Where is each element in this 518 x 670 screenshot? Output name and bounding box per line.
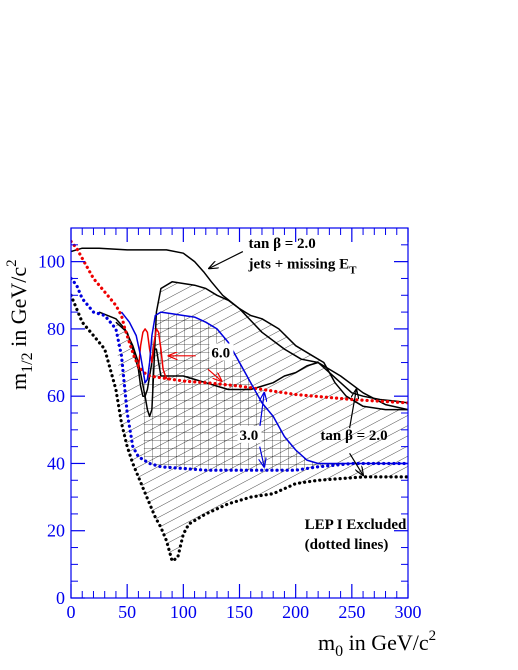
series-blue_dotted_lep xyxy=(71,276,408,472)
x-axis-title: m0 in GeV/c2 xyxy=(318,628,436,660)
series-red_bump xyxy=(137,328,170,381)
arrow-group xyxy=(169,251,363,476)
x-tick-label: 50 xyxy=(118,602,136,622)
series-jets_tan2 xyxy=(71,247,408,411)
y-tick-label: 60 xyxy=(47,386,65,406)
series-blue_tan3 xyxy=(120,311,408,465)
series-black_lower_envelope xyxy=(115,321,408,404)
annotation-label_6: 6.0 xyxy=(211,346,230,362)
y-axis-title: m1/2 in GeV/c2 xyxy=(4,259,36,390)
annotation-lep_2: (dotted lines) xyxy=(305,537,389,553)
arrow_6_red_b xyxy=(207,368,221,381)
x-tick-label: 200 xyxy=(282,602,309,622)
annotation-tan_lower: tan β = 2.0 xyxy=(320,428,387,444)
annotation-bg-label_3 xyxy=(237,425,262,443)
series-group xyxy=(71,239,408,563)
x-tick-label: 100 xyxy=(170,602,197,622)
x-tick-label: 250 xyxy=(338,602,365,622)
hatched-regions xyxy=(115,281,408,561)
arrow_jets xyxy=(209,251,244,269)
annotation-tan_jets_1: tan β = 2.0 xyxy=(248,236,315,252)
arrow_tan_up xyxy=(348,389,357,429)
y-tick-label: 100 xyxy=(38,252,65,272)
series-red_tan6 xyxy=(71,239,408,405)
annotation-tan_jets_2: jets + missing ET xyxy=(247,256,357,276)
annotation-bg-label_6 xyxy=(209,343,234,361)
y-tick-label: 40 xyxy=(47,453,65,473)
series-black_upper xyxy=(98,281,408,418)
y-tick-label: 80 xyxy=(47,319,65,339)
series-black_dotted_lep xyxy=(71,293,408,563)
y-tick-label: 20 xyxy=(47,521,65,541)
arrow_tan_dn xyxy=(349,453,363,475)
annotation-lep_1: LEP I Excluded xyxy=(305,517,407,533)
x-tick-label: 150 xyxy=(226,602,253,622)
annotation-group: tan β = 2.0 jets + missing ET 6.0 3.0 tan β … xyxy=(209,236,407,553)
arrow_3_dn xyxy=(260,446,264,467)
x-tick-label: 300 xyxy=(395,602,422,622)
x-tick-label: 0 xyxy=(67,602,76,622)
region-cross_hatch xyxy=(142,312,364,471)
y-tick-label: 0 xyxy=(56,588,65,608)
tick-group: 0 50 100 150 200 250 300 0 20 40 60 80 100 xyxy=(38,228,422,622)
arrow_3_up xyxy=(260,393,264,429)
annotation-label_3: 3.0 xyxy=(240,428,259,444)
